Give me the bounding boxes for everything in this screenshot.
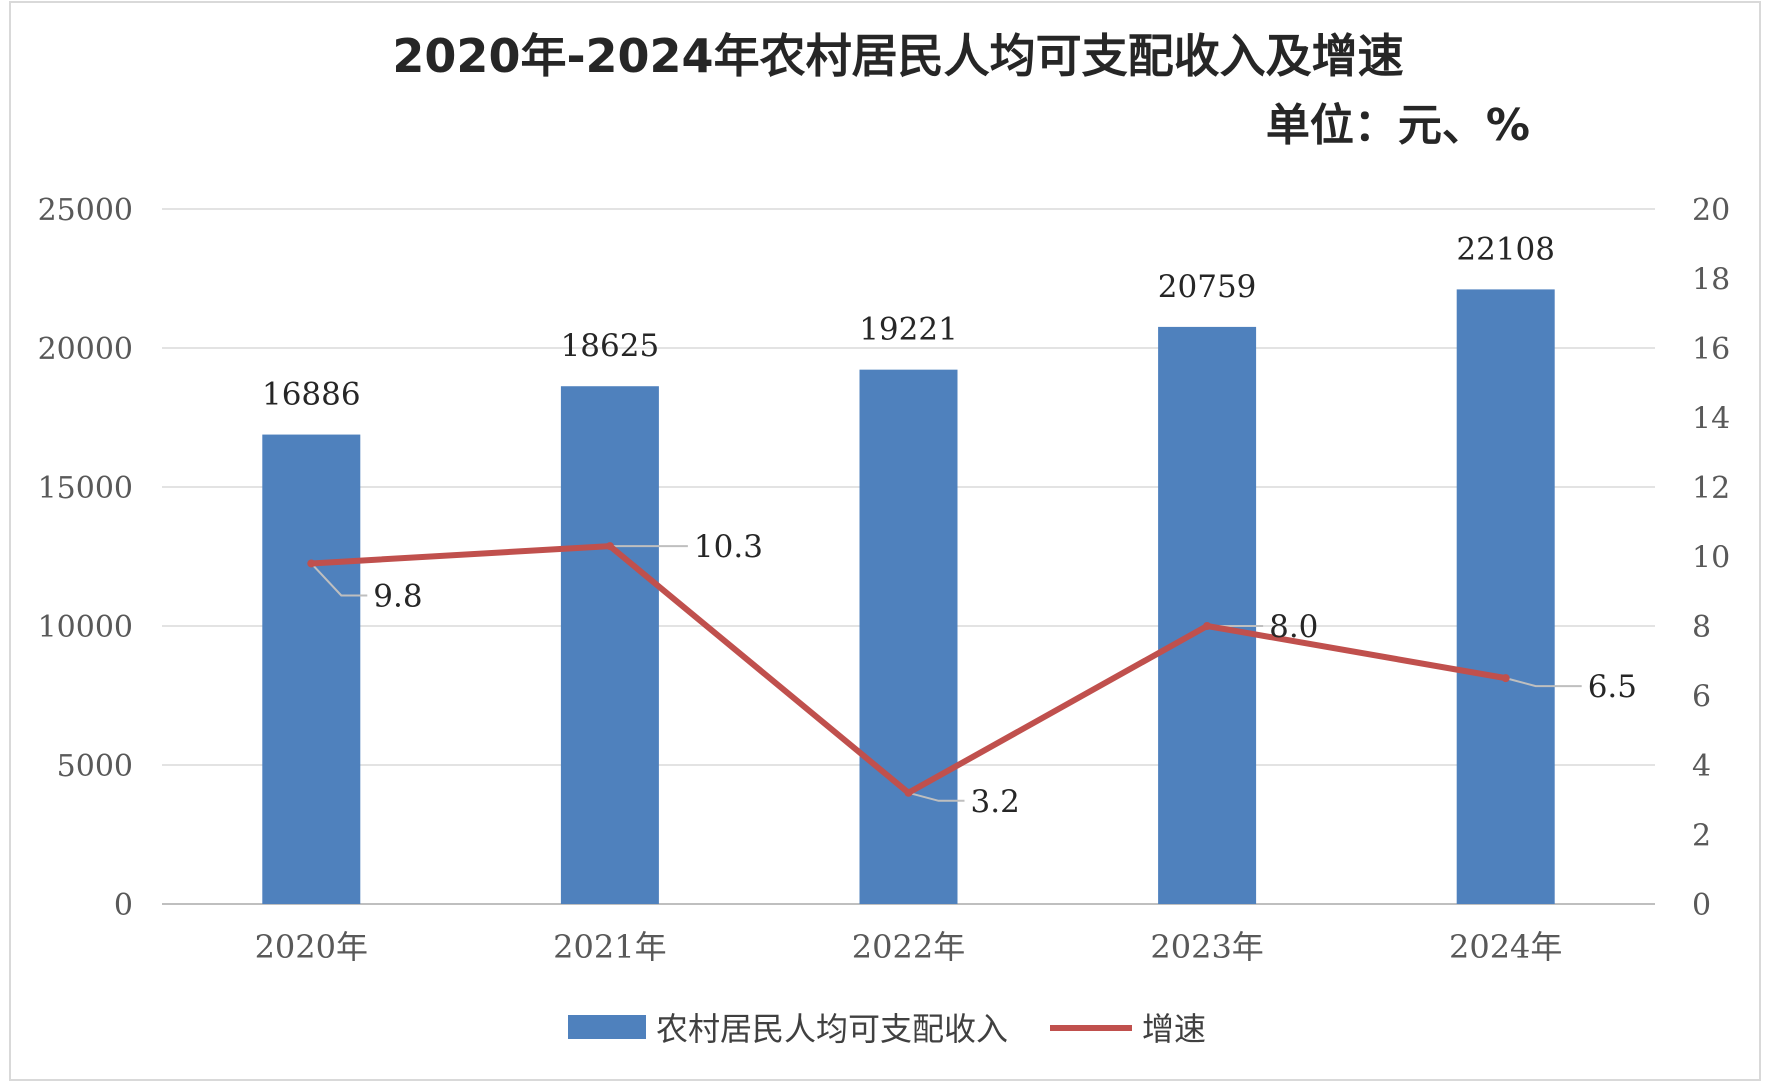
left-axis: 0 5000 10000 15000 20000 25000 [38, 193, 133, 923]
bar-data-label: 18625 [561, 328, 660, 364]
bar [262, 434, 361, 904]
right-axis-tick-label: 2 [1692, 819, 1711, 854]
gridlines [162, 208, 1655, 905]
bar-data-label: 16886 [262, 377, 361, 413]
bar [1158, 326, 1257, 905]
category-label: 2022年 [852, 928, 965, 966]
legend-bar-swatch [568, 1015, 646, 1039]
line-data-labels: 9.8 10.3 3.2 8.0 6.5 [373, 529, 1637, 820]
left-axis-tick-label: 10000 [38, 610, 133, 645]
line-data-label: 8.0 [1269, 609, 1318, 645]
bar-data-label: 22108 [1456, 231, 1555, 267]
left-axis-tick-label: 15000 [38, 471, 133, 506]
right-axis-tick-label: 18 [1692, 263, 1730, 298]
chart-unit: 单位：元、% [1266, 100, 1530, 151]
bar-data-labels: 16886 18625 19221 20759 22108 [262, 231, 1555, 412]
right-axis-tick-label: 16 [1692, 332, 1730, 367]
line-data-label: 10.3 [694, 529, 763, 565]
leader-line [908, 791, 965, 802]
bar-data-label: 19221 [859, 312, 958, 348]
line-data-label: 3.2 [971, 784, 1020, 820]
category-label: 2021年 [553, 928, 666, 966]
line-data-label: 6.5 [1588, 669, 1637, 705]
line-point [307, 559, 316, 568]
right-axis: 0 2 4 6 8 10 12 14 16 18 20 [1692, 193, 1730, 923]
leader-line [310, 562, 368, 597]
right-axis-tick-label: 6 [1692, 680, 1711, 715]
left-axis-tick-label: 25000 [38, 193, 133, 228]
right-axis-tick-label: 8 [1692, 610, 1711, 645]
chart-title: 2020年-2024年农村居民人均可支配收入及增速 [392, 29, 1403, 83]
bar [859, 369, 958, 904]
category-label: 2024年 [1449, 928, 1562, 966]
category-label: 2023年 [1150, 928, 1263, 966]
bar [560, 386, 659, 905]
line-series [307, 542, 1510, 797]
right-axis-tick-label: 12 [1692, 471, 1730, 506]
right-axis-tick-label: 10 [1692, 541, 1730, 576]
bar-series [262, 289, 1555, 905]
legend-line-label: 增速 [1142, 1010, 1206, 1048]
bar [1456, 289, 1555, 905]
right-axis-tick-label: 20 [1692, 193, 1730, 228]
line-point [605, 542, 614, 551]
line-point [1203, 622, 1212, 630]
bar-data-label: 20759 [1158, 269, 1257, 305]
left-axis-tick-label: 5000 [57, 749, 133, 784]
line-point [904, 788, 913, 797]
leader-line [1505, 677, 1582, 688]
right-axis-tick-label: 0 [1692, 888, 1711, 923]
line-point [1501, 674, 1510, 683]
right-axis-tick-label: 4 [1692, 749, 1711, 784]
category-axis: 2020年 2021年 2022年 2023年 2024年 [255, 928, 1563, 966]
legend-bar-label: 农村居民人均可支配收入 [656, 1010, 1008, 1048]
left-axis-tick-label: 20000 [38, 332, 133, 367]
right-axis-tick-label: 14 [1692, 402, 1730, 437]
line-data-label: 9.8 [373, 578, 422, 614]
category-label: 2020年 [255, 928, 368, 966]
legend: 农村居民人均可支配收入 增速 [568, 1010, 1206, 1048]
left-axis-tick-label: 0 [114, 888, 133, 923]
